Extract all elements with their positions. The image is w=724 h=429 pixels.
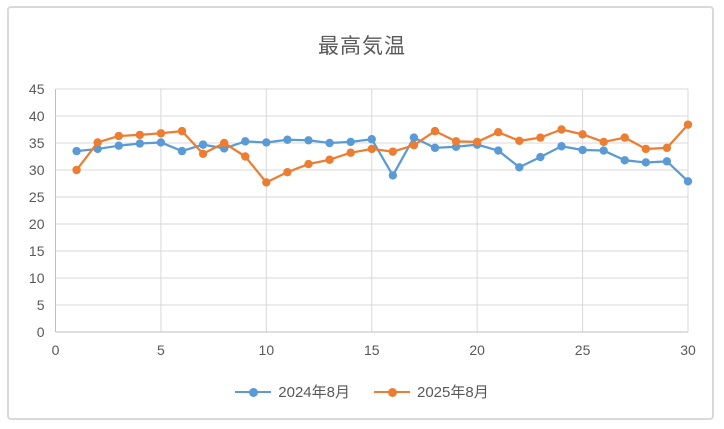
y-axis-tick-label: 40 [29, 108, 45, 124]
data-point-marker-series-2 [578, 130, 587, 139]
y-axis-tick-label: 0 [37, 324, 45, 340]
x-axis-tick-label: 20 [469, 342, 485, 358]
data-point-marker-series-2 [599, 137, 608, 147]
data-point-marker-series-2 [262, 178, 271, 187]
data-point-marker-series-2 [430, 126, 440, 136]
legend-dot-icon [388, 387, 397, 397]
data-point-marker-series-1 [283, 135, 292, 144]
data-point-marker-series-2 [367, 144, 376, 154]
data-point-marker-series-2 [557, 125, 566, 134]
x-axis-tick-label: 30 [680, 342, 696, 358]
data-point-marker-series-1 [662, 157, 672, 166]
data-point-marker-series-2 [198, 149, 208, 158]
data-point-marker-series-2 [304, 159, 313, 169]
data-point-marker-series-2 [135, 130, 145, 140]
data-point-marker-series-1 [198, 140, 208, 149]
y-axis-tick-label: 35 [29, 135, 45, 151]
data-point-marker-series-1 [599, 146, 608, 155]
x-axis-tick-label: 15 [364, 342, 380, 358]
data-point-marker-series-1 [241, 137, 250, 146]
data-point-marker-series-1 [325, 138, 334, 148]
data-point-marker-series-1 [262, 138, 271, 147]
data-point-marker-series-1 [304, 136, 313, 145]
data-point-marker-series-2 [156, 129, 166, 138]
data-point-marker-series-2 [388, 147, 398, 156]
data-point-marker-series-2 [451, 137, 461, 146]
data-point-marker-series-1 [156, 138, 166, 147]
series-line-2 [75, 123, 689, 184]
data-point-marker-series-2 [72, 165, 81, 175]
data-point-marker-series-1 [578, 145, 587, 155]
data-point-marker-series-1 [72, 146, 81, 156]
y-axis-tick-label: 10 [29, 270, 45, 286]
data-point-marker-series-2 [536, 133, 545, 142]
x-axis-tick-label: 5 [157, 342, 165, 358]
data-point-marker-series-1 [557, 142, 566, 151]
data-point-marker-series-1 [536, 152, 545, 162]
data-point-marker-series-2 [683, 120, 693, 129]
data-point-marker-series-1 [641, 158, 651, 167]
data-point-marker-series-2 [325, 155, 334, 164]
legend-item-2024-08: 2024年8月 [235, 381, 350, 402]
data-point-marker-series-1 [409, 133, 419, 142]
legend-label-series-1: 2024年8月 [278, 384, 350, 401]
data-point-marker-series-1 [388, 171, 398, 180]
x-axis-tick-label: 0 [52, 342, 60, 358]
data-point-marker-series-2 [177, 126, 187, 136]
data-point-marker-series-1 [114, 141, 123, 150]
data-point-marker-series-1 [515, 163, 524, 172]
data-point-marker-series-1 [346, 137, 355, 147]
data-point-marker-series-2 [93, 138, 102, 147]
data-point-marker-series-1 [430, 143, 440, 153]
data-point-marker-series-1 [177, 146, 187, 156]
data-point-marker-series-2 [620, 133, 629, 142]
data-point-marker-series-1 [620, 156, 629, 165]
x-axis-tick-label: 25 [575, 342, 591, 358]
data-point-marker-series-1 [367, 135, 376, 144]
data-point-marker-series-1 [683, 177, 693, 186]
data-point-marker-series-2 [641, 144, 651, 154]
y-axis-tick-label: 25 [29, 189, 45, 205]
data-point-marker-series-1 [494, 146, 503, 155]
y-axis-tick-label: 5 [37, 297, 45, 313]
y-axis-tick-label: 45 [29, 81, 45, 97]
x-axis-tick-label: 10 [259, 342, 275, 358]
chart-title: 最高気温 [318, 35, 406, 58]
data-point-marker-series-2 [114, 131, 123, 141]
legend-item-2025-08: 2025年8月 [374, 381, 489, 402]
legend-label-series-2: 2025年8月 [417, 384, 489, 401]
data-point-marker-series-2 [472, 137, 482, 147]
series-line-1 [76, 136, 689, 183]
data-point-marker-series-1 [135, 139, 145, 148]
y-axis-tick-label: 15 [29, 243, 45, 259]
data-point-marker-series-2 [241, 152, 250, 161]
legend-marker-series-2 [374, 387, 410, 397]
y-axis-tick-label: 20 [29, 216, 45, 232]
data-point-marker-series-2 [283, 167, 292, 177]
data-point-marker-series-2 [662, 143, 672, 153]
y-axis-tick-label: 30 [29, 162, 45, 178]
data-point-marker-series-2 [515, 136, 524, 146]
data-point-marker-series-2 [346, 148, 355, 157]
chart-legend: 2024年8月 2025年8月 [0, 381, 724, 402]
data-point-marker-series-2 [494, 128, 503, 137]
legend-dot-icon [249, 387, 259, 397]
data-point-marker-series-2 [409, 140, 419, 150]
data-point-marker-series-2 [219, 138, 229, 148]
chart-frame-border [7, 6, 714, 420]
legend-marker-series-1 [235, 387, 272, 397]
